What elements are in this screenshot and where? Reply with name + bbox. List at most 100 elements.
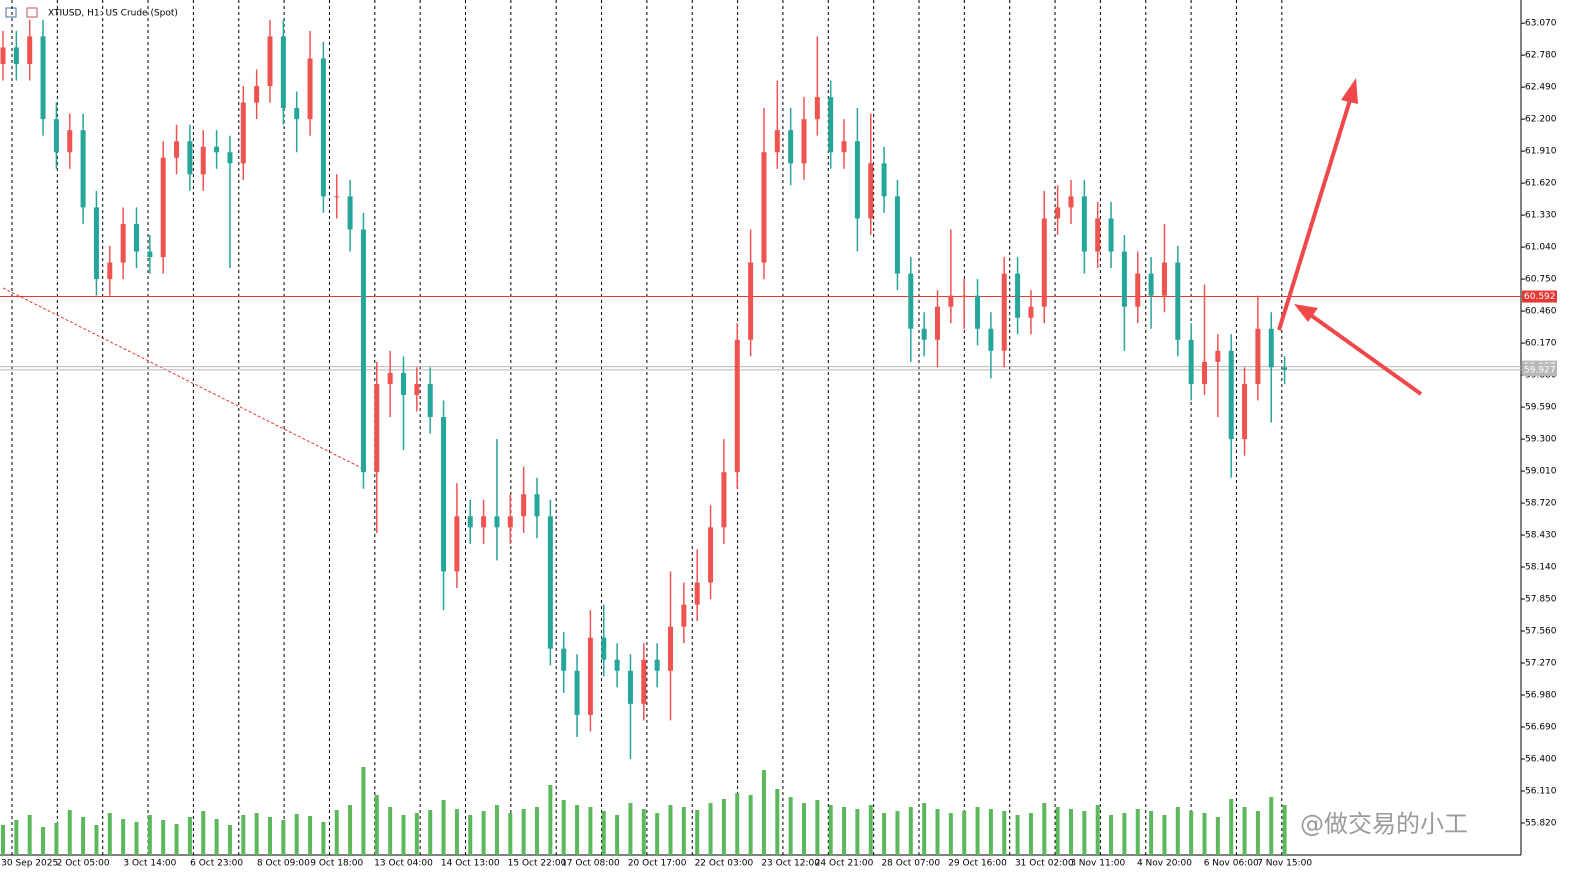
volume-bar — [802, 803, 806, 855]
candle-body — [948, 295, 954, 307]
y-tick-label: 61.620 — [1525, 179, 1557, 189]
candle-body — [1188, 339, 1194, 384]
candle-body — [160, 157, 166, 258]
volume-bar — [668, 805, 673, 855]
candle-body — [454, 516, 460, 572]
volume-bar — [348, 805, 353, 855]
candle-body — [894, 196, 900, 274]
volume-bar — [1122, 813, 1127, 855]
candle-body — [441, 417, 447, 572]
volume-bar — [201, 811, 206, 855]
y-tick-label: 58.720 — [1525, 499, 1557, 509]
volume-bar — [241, 815, 246, 855]
watermark: @做交易的小工 — [1300, 810, 1468, 838]
candle-body — [0, 47, 6, 64]
candle-body — [307, 58, 313, 120]
candle-body — [1202, 361, 1207, 384]
candle-body — [801, 119, 807, 164]
volume-bar — [321, 822, 326, 855]
candle-body — [320, 58, 326, 197]
volume-bar — [121, 819, 126, 855]
candle-body — [1015, 273, 1021, 318]
volume-bar — [988, 809, 993, 855]
candle-body — [641, 659, 647, 704]
volume-bar — [494, 805, 499, 855]
y-tick-label: 56.690 — [1525, 723, 1557, 733]
x-tick-label: 6 Oct 23:00 — [190, 859, 243, 869]
candle-body — [1268, 328, 1274, 368]
x-tick-label: 3 Oct 14:00 — [123, 859, 176, 869]
volume-bar — [855, 809, 860, 855]
y-tick-label: 60.170 — [1525, 339, 1557, 349]
candle-body — [1095, 218, 1101, 252]
volume-bar — [1042, 803, 1047, 855]
candle-body — [761, 152, 767, 263]
volume-bar — [1055, 807, 1060, 855]
candle-body — [200, 146, 206, 175]
volume-bar — [868, 805, 873, 855]
candle-body — [961, 295, 967, 297]
volume-bar — [788, 797, 793, 855]
volume-bar — [561, 800, 566, 855]
price-label: 60.592 — [1524, 292, 1556, 302]
candle-body — [1108, 218, 1114, 252]
volume-bar — [67, 810, 72, 855]
candle-body — [147, 251, 153, 258]
candle-body — [654, 659, 660, 671]
volume-bar — [775, 789, 780, 855]
icon — [26, 7, 38, 18]
candle-body — [534, 494, 540, 517]
volume-bar — [655, 813, 660, 855]
arrowhead — [1294, 304, 1318, 322]
candle-body — [841, 141, 847, 153]
candle-body — [227, 152, 233, 164]
x-tick-label: 20 Oct 17:00 — [628, 859, 687, 869]
x-tick-label: 28 Oct 07:00 — [881, 859, 940, 869]
volume-bar — [1202, 813, 1207, 855]
y-tick-label: 57.270 — [1525, 659, 1557, 669]
volume-bar — [14, 820, 19, 855]
candle-body — [748, 262, 754, 340]
volume-bar — [922, 803, 927, 855]
x-tick-label: 15 Oct 22:00 — [508, 859, 567, 869]
y-tick-label: 57.850 — [1525, 595, 1557, 605]
volume-bar — [1269, 797, 1274, 855]
y-tick-label: 56.980 — [1525, 691, 1557, 701]
x-tick-label: 23 Oct 12:00 — [761, 859, 820, 869]
candle-body — [988, 328, 994, 351]
y-tick-label: 61.040 — [1525, 243, 1557, 253]
y-tick-label: 58.430 — [1525, 531, 1557, 541]
x-tick-label: 14 Oct 13:00 — [441, 859, 500, 869]
volume-bar — [54, 823, 59, 855]
x-tick-label: 2 Oct 05:00 — [57, 859, 110, 869]
candle-body — [67, 130, 73, 153]
y-tick-label: 61.910 — [1525, 147, 1557, 157]
candle-body — [1121, 251, 1127, 307]
volume-bar — [708, 803, 713, 855]
volume-bar — [134, 822, 139, 855]
candle-body — [1242, 383, 1248, 440]
candle-body — [427, 383, 433, 418]
volume-bar — [1109, 815, 1114, 855]
candle-body — [240, 102, 246, 164]
volume-bar — [748, 795, 753, 855]
volume-bar — [441, 800, 446, 855]
volume-bar — [214, 819, 219, 855]
candle-body — [574, 670, 580, 715]
x-tick-label: 4 Nov 20:00 — [1137, 859, 1192, 869]
candle-body — [1028, 306, 1034, 318]
icon — [5, 7, 17, 18]
volume-bar — [1255, 811, 1260, 855]
volume-bar — [895, 811, 900, 855]
candle-body — [334, 196, 340, 198]
volume-bar — [508, 813, 513, 855]
volume-bar — [695, 810, 700, 855]
volume-bar — [601, 811, 606, 855]
volume-bar — [1229, 799, 1234, 855]
volume-bar — [1282, 805, 1287, 855]
volume-bar — [94, 825, 99, 855]
volume-bar — [1095, 805, 1100, 855]
arrow — [1277, 99, 1352, 331]
x-tick-label: 17 Oct 08:00 — [561, 859, 620, 869]
